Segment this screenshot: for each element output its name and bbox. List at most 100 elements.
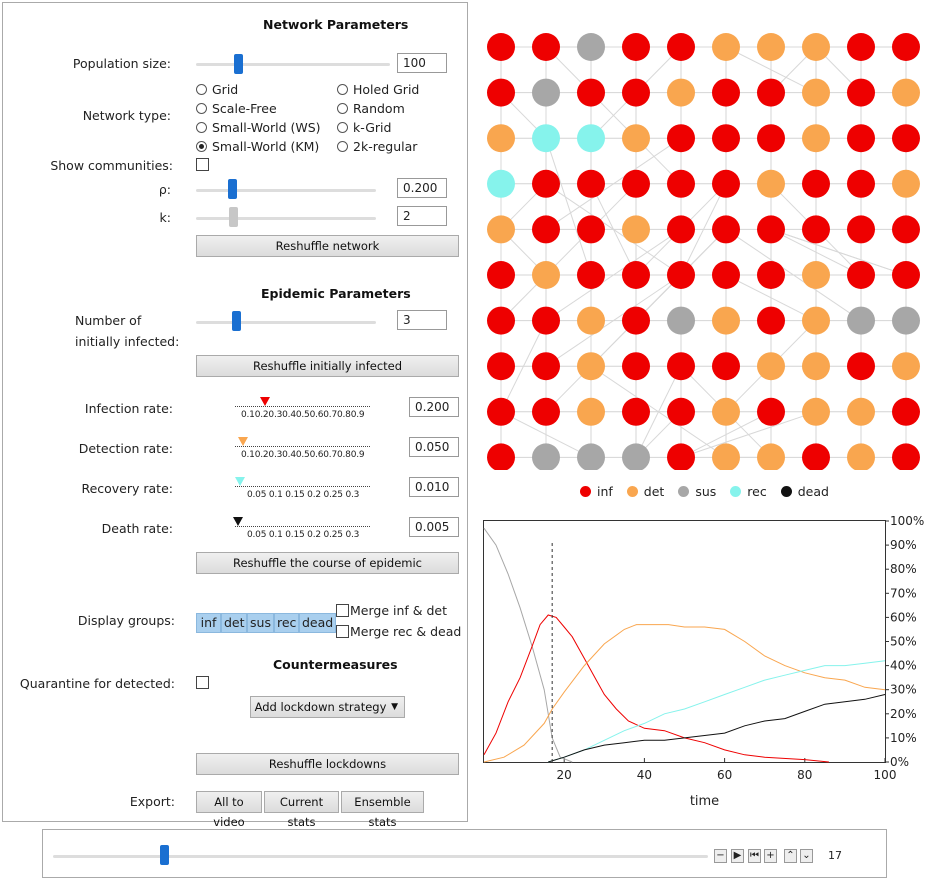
export-ensemble-stats-button[interactable]: Ensemble stats: [341, 791, 424, 829]
merge-inf-det-checkbox[interactable]: [336, 604, 349, 617]
display-group-det[interactable]: det: [221, 613, 247, 633]
network-node-inf: [847, 215, 875, 244]
radio-icon[interactable]: [337, 122, 348, 133]
timeline-slider-thumb[interactable]: [160, 845, 170, 865]
network-node-inf: [667, 352, 695, 381]
network-node-inf: [712, 352, 740, 381]
initially-infected-slider-thumb[interactable]: [232, 311, 241, 331]
network-type-option-scale-free[interactable]: Scale-Free: [196, 101, 277, 116]
network-node-inf: [847, 352, 875, 381]
reset-button[interactable]: ⏮: [748, 849, 761, 863]
network-node-det: [847, 397, 875, 426]
step-back-button[interactable]: −: [714, 849, 727, 863]
k-slider-thumb[interactable]: [229, 207, 238, 227]
state-legend: inf det sus rec dead: [580, 484, 843, 499]
network-node-inf: [577, 169, 605, 198]
network-node-inf: [892, 261, 920, 289]
timeline-slider-track[interactable]: [53, 855, 708, 858]
network-node-inf: [487, 397, 515, 426]
speed-up-button[interactable]: ⌃: [784, 849, 797, 863]
radio-icon[interactable]: [196, 141, 207, 152]
show-communities-checkbox[interactable]: [196, 158, 209, 171]
rho-field[interactable]: 0.200: [397, 178, 447, 198]
legend-label: inf: [597, 484, 613, 499]
death-rate-field[interactable]: 0.005: [409, 517, 459, 537]
network-type-option-label: Random: [353, 101, 405, 116]
network-type-option-random[interactable]: Random: [337, 101, 405, 116]
display-group-inf[interactable]: inf: [196, 613, 221, 633]
network-type-option-2k-regular[interactable]: 2k-regular: [337, 139, 417, 154]
merge-rec-dead-checkbox[interactable]: [336, 625, 349, 638]
k-field[interactable]: 2: [397, 206, 447, 226]
network-node-inf: [847, 169, 875, 198]
radio-icon[interactable]: [337, 103, 348, 114]
recovery-rate-field[interactable]: 0.010: [409, 477, 459, 497]
network-type-option-small-world-km-[interactable]: Small-World (KM): [196, 139, 319, 154]
network-node-inf: [847, 78, 875, 107]
control-panel: Network Parameters Population size: 100 …: [2, 2, 468, 829]
reshuffle-course-button[interactable]: Reshuffle the course of epidemic: [196, 552, 459, 574]
play-button[interactable]: ▶: [731, 849, 744, 863]
y-tick-label: 40%: [890, 659, 917, 673]
death-rate-selector[interactable]: 0.05 0.1 0.15 0.2 0.25 0.3: [233, 517, 370, 546]
network-type-option-label: Grid: [212, 82, 239, 97]
network-type-option-grid[interactable]: Grid: [196, 82, 238, 97]
quarantine-checkbox[interactable]: [196, 676, 209, 689]
network-type-option-k-grid[interactable]: k-Grid: [337, 120, 391, 135]
radio-icon[interactable]: [337, 141, 348, 152]
slow-down-button[interactable]: ⌄: [800, 849, 813, 863]
add-lockdown-dropdown[interactable]: Add lockdown strategy ▼: [250, 696, 405, 718]
infection-rate-selector[interactable]: 0.10.20.30.40.50.60.70.80.9: [235, 397, 370, 426]
radio-icon[interactable]: [196, 122, 207, 133]
network-node-rec: [487, 169, 515, 198]
rho-label: ρ:: [158, 182, 171, 197]
legend-dot-icon: [626, 486, 638, 497]
detection-rate-marker[interactable]: [238, 437, 248, 446]
initially-infected-slider-track[interactable]: [196, 321, 376, 324]
detection-rate-field[interactable]: 0.050: [409, 437, 459, 457]
export-current-stats-button[interactable]: Current stats: [264, 791, 339, 829]
y-tick-label: 50%: [890, 635, 917, 649]
death-rate-marker[interactable]: [233, 517, 243, 526]
display-group-sus[interactable]: sus: [247, 613, 274, 633]
display-group-rec[interactable]: rec: [274, 613, 299, 633]
radio-icon[interactable]: [337, 84, 348, 95]
population-size-field[interactable]: 100: [397, 53, 447, 73]
export-video-button[interactable]: All to video: [196, 791, 262, 829]
legend-label: dead: [797, 484, 829, 499]
merge-rec-dead-label: Merge rec & dead: [350, 624, 462, 639]
display-group-dead[interactable]: dead: [299, 613, 336, 633]
radio-icon[interactable]: [196, 84, 207, 95]
step-forward-button[interactable]: +: [764, 849, 777, 863]
y-tick-label: 70%: [890, 586, 917, 600]
network-node-inf: [892, 397, 920, 426]
detection-rate-selector[interactable]: 0.10.20.30.40.50.60.70.80.9: [235, 437, 370, 466]
rho-slider-track[interactable]: [196, 189, 376, 192]
network-node-det: [802, 352, 830, 381]
rho-slider-thumb[interactable]: [228, 179, 237, 199]
reshuffle-initially-infected-button[interactable]: Reshuffle initially infected: [196, 355, 459, 377]
infection-rate-field[interactable]: 0.200: [409, 397, 459, 417]
recovery-rate-selector[interactable]: 0.05 0.1 0.15 0.2 0.25 0.3: [235, 477, 370, 506]
infection-rate-marker[interactable]: [260, 397, 270, 406]
population-slider-thumb[interactable]: [234, 54, 243, 74]
series-line-sus: [483, 527, 573, 763]
k-slider-track[interactable]: [196, 217, 376, 220]
network-node-inf: [667, 397, 695, 426]
recovery-rate-marker[interactable]: [235, 477, 245, 486]
network-type-option-small-world-ws-[interactable]: Small-World (WS): [196, 120, 321, 135]
population-slider-track[interactable]: [196, 63, 390, 66]
network-node-det: [757, 443, 785, 470]
reshuffle-lockdowns-button[interactable]: Reshuffle lockdowns: [196, 753, 459, 775]
initially-infected-label-line2: initially infected:: [75, 334, 180, 349]
network-node-inf: [487, 78, 515, 107]
network-node-det: [847, 443, 875, 470]
network-type-option-holed-grid[interactable]: Holed Grid: [337, 82, 419, 97]
population-size-label: Population size:: [72, 56, 171, 71]
initially-infected-field[interactable]: 3: [397, 310, 447, 330]
reshuffle-network-button[interactable]: Reshuffle network: [196, 235, 459, 257]
radio-icon[interactable]: [196, 103, 207, 114]
network-node-inf: [577, 261, 605, 289]
display-groups-label: Display groups:: [77, 613, 175, 628]
network-node-sus: [532, 78, 560, 107]
